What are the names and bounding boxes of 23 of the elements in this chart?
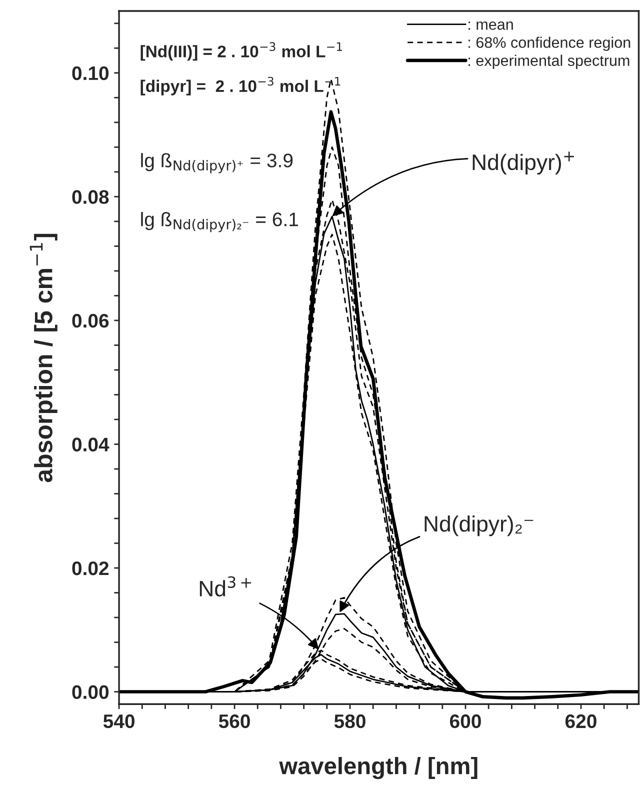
x-tick-label: 560 <box>218 714 250 728</box>
annotation: lg ß$_{Nd(dipyr)⁺}$ = 3.9 <box>141 153 293 174</box>
annotation: lg ß$_{Nd(dipyr)₂⁻}$ = 6.1 <box>141 212 298 232</box>
y-axis-title: absorption / [5 cm$^{−1}$] <box>30 234 58 482</box>
y-tick-label: 0.06 <box>72 314 109 328</box>
x-tick-label: 600 <box>450 714 481 728</box>
x-tick-label: 540 <box>103 714 134 728</box>
legend-label: : experimental spectrum <box>468 54 630 69</box>
y-tick-label: 0.04 <box>72 438 110 452</box>
x-axis-title: wavelength / [nm] <box>279 756 478 780</box>
annotation: [dipyr] = 2 . 10$^{−3}$ mol L$^{−1}$ <box>140 76 340 96</box>
y-tick-label: 0.08 <box>72 190 109 204</box>
x-tick-label: 620 <box>565 714 596 728</box>
annotation: Nd(dipyr)$^{+}$ <box>472 152 574 175</box>
annotation: Nd(dipyr)₂⁻ <box>424 515 534 536</box>
legend-label: : mean <box>468 21 513 30</box>
y-tick-label: 0.10 <box>72 66 109 80</box>
legend-label: : 68% confidence region <box>468 36 630 51</box>
annotation: Nd$^{3+}$ <box>200 576 252 597</box>
y-tick-label: 0.02 <box>72 561 109 576</box>
x-tick-label: 580 <box>334 714 366 728</box>
annotation: [Nd(III)] = 2 . 10$^{−3}$ mol L$^{−1}$ <box>140 42 342 61</box>
y-tick-label: 0.00 <box>72 685 109 700</box>
